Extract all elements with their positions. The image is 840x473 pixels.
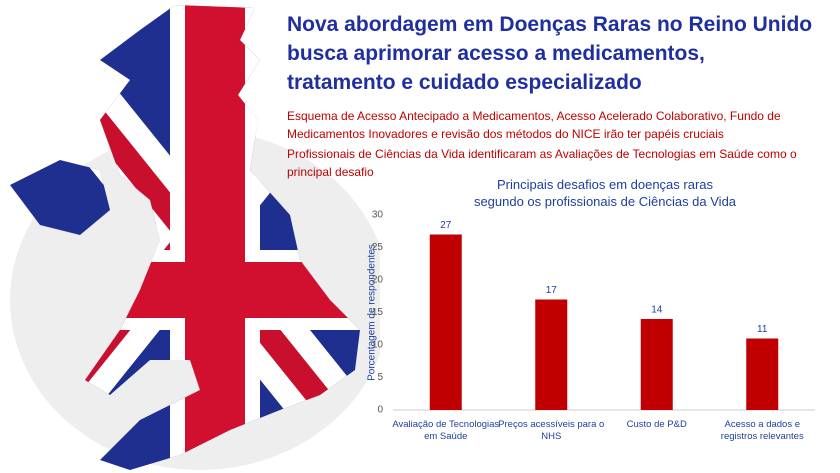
note-line: Profissionais de Ciências da Vida identi… — [287, 147, 797, 161]
x-tick-label: Avaliação de Tecnologias em Saúde — [392, 419, 500, 442]
note-line: Medicamentos Inovadores e revisão dos mé… — [287, 127, 724, 141]
bar — [535, 299, 568, 410]
headline-line: Nova abordagem em Doenças Raras no Reino… — [287, 13, 813, 36]
y-tick-label: 5 — [377, 372, 383, 383]
x-tick-label: Acesso a dados e registros relevantes — [720, 419, 804, 442]
y-tick-label: 15 — [372, 307, 384, 318]
data-label: 14 — [651, 305, 663, 316]
chart-title: Principais desafios em doenças raras segu… — [455, 176, 755, 210]
bar — [640, 319, 673, 410]
note: Esquema de Acesso Antecipado a Medicamen… — [287, 107, 781, 143]
uk-flag-map — [10, 5, 380, 470]
note-line: Esquema de Acesso Antecipado a Medicamen… — [287, 109, 781, 123]
note-line: principal desafio — [287, 165, 374, 179]
headline: Nova abordagem em Doenças Raras no Reino… — [287, 10, 812, 97]
y-axis-title: Porcentagem de respondentes — [367, 244, 378, 381]
y-tick-label: 0 — [377, 405, 383, 416]
y-tick-label: 30 — [372, 210, 384, 221]
y-tick-label: 25 — [372, 242, 384, 253]
chart-title-line: Principais desafios em doenças raras — [496, 177, 714, 192]
data-label: 11 — [757, 324, 768, 335]
x-tick-label: Preços acessíveis para o NHS — [498, 419, 605, 442]
x-tick-label: Custo de P&D — [626, 419, 687, 430]
y-tick-label: 20 — [372, 275, 384, 286]
bar — [429, 234, 462, 410]
data-label: 27 — [440, 220, 452, 231]
headline-line: tratamento e cuidado especializado — [287, 71, 642, 94]
y-tick-label: 10 — [372, 340, 384, 351]
data-label: 17 — [546, 285, 558, 296]
chart-title-line: segundo os profissionais de Ciências da … — [473, 194, 737, 209]
bar — [746, 338, 779, 410]
headline-line: busca aprimorar acesso a medicamentos, — [287, 42, 705, 65]
note: Profissionais de Ciências da Vida identi… — [287, 145, 797, 181]
